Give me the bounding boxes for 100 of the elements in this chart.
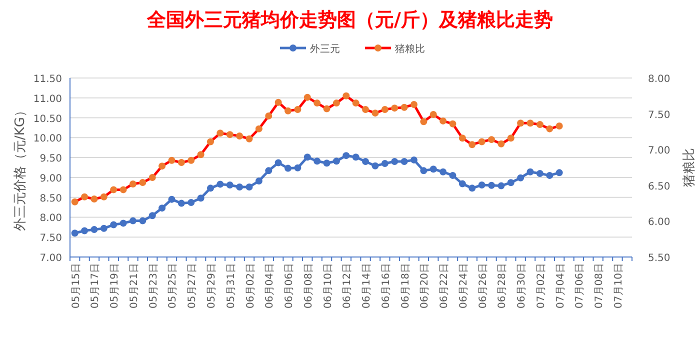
point [332, 158, 340, 165]
y-axis-title: 外三元价格（元/KG） [13, 104, 28, 231]
point [400, 104, 408, 111]
point [255, 125, 262, 132]
x-tick-label: 07月10日 [613, 263, 624, 308]
point [381, 106, 388, 114]
point [81, 227, 88, 234]
point [71, 230, 78, 237]
point [381, 160, 388, 168]
point [294, 106, 302, 114]
x-tick-label: 06月24日 [458, 263, 470, 308]
x-tick-label: 06月02日 [245, 263, 256, 308]
y-tick-label: 7.50 [40, 233, 62, 244]
point [158, 162, 166, 170]
point [284, 107, 292, 114]
point [71, 198, 78, 206]
point [139, 217, 146, 224]
y2-tick-label: 7.50 [648, 110, 670, 121]
x-tick-label: 06月06日 [284, 263, 296, 308]
y2-tick-label: 6.00 [648, 217, 670, 228]
point [81, 193, 88, 200]
point [216, 130, 224, 137]
point [188, 156, 195, 164]
point [284, 164, 292, 172]
point [507, 134, 514, 142]
x-tick-label: 05月31日 [226, 263, 237, 308]
y-tick-label: 11.00 [33, 94, 62, 105]
point [440, 168, 447, 176]
x-tick-label: 05月17日 [90, 263, 102, 308]
point [207, 138, 214, 146]
y-tick-label: 7.00 [40, 253, 62, 264]
point [458, 134, 466, 142]
point [391, 104, 398, 112]
x-tick-label: 07月04日 [555, 263, 566, 308]
point [120, 220, 127, 227]
point [536, 170, 544, 177]
y-tick-label: 9.50 [40, 154, 62, 165]
point [449, 120, 456, 128]
point [265, 112, 272, 120]
point [352, 100, 360, 107]
y2-tick-label: 7.00 [648, 146, 670, 157]
point [139, 179, 146, 186]
point [265, 167, 272, 174]
x-tick-label: 06月30日 [516, 263, 528, 308]
point [120, 186, 127, 194]
point [546, 172, 554, 179]
x-tick-label: 06月08日 [303, 263, 314, 308]
y-tick-label: 8.00 [40, 213, 62, 224]
x-tick-label: 06月16日 [380, 263, 392, 308]
point [372, 110, 379, 117]
point [362, 158, 370, 166]
chart-title: 全国外三元猪均价走势图（元/斤）及猪粮比走势 [146, 9, 553, 31]
point [90, 226, 98, 234]
point [352, 154, 360, 161]
point [178, 158, 185, 166]
y2-tick-label: 6.50 [648, 181, 670, 192]
point [236, 183, 244, 190]
point [468, 184, 476, 192]
point [556, 122, 563, 130]
point [488, 182, 495, 189]
point [226, 182, 234, 188]
point [342, 152, 350, 160]
point [314, 158, 321, 165]
point [188, 199, 195, 206]
point [148, 174, 156, 182]
point [362, 106, 370, 114]
point [323, 105, 330, 112]
point [294, 164, 302, 172]
point [178, 200, 185, 207]
x-tick-label: 05月29日 [206, 263, 218, 308]
point [507, 179, 514, 186]
x-tick-label: 06月28日 [497, 263, 508, 308]
x-tick-label: 06月10日 [322, 263, 334, 308]
point [304, 94, 311, 101]
point [168, 196, 176, 203]
point [498, 182, 505, 190]
point [410, 100, 418, 108]
point [449, 172, 456, 179]
point [420, 118, 428, 126]
x-tick-label: 05月15日 [70, 263, 82, 308]
point [246, 183, 253, 190]
point [536, 121, 544, 128]
point [372, 162, 379, 170]
point [304, 154, 311, 161]
y-tick-label: 10.50 [33, 114, 62, 125]
y-tick-label: 10.00 [33, 134, 62, 145]
point [274, 159, 282, 166]
x-tick-label: 06月18日 [400, 263, 412, 308]
point [468, 141, 476, 148]
point [526, 168, 534, 176]
point [158, 204, 166, 212]
point [478, 182, 486, 188]
x-tick-label: 05月27日 [187, 263, 198, 308]
point [420, 167, 428, 174]
y-tick-label: 9.00 [40, 173, 62, 184]
point [400, 158, 408, 166]
y2-tick-label: 5.50 [648, 253, 670, 264]
point [526, 120, 534, 127]
point [314, 100, 321, 107]
point [488, 136, 495, 144]
